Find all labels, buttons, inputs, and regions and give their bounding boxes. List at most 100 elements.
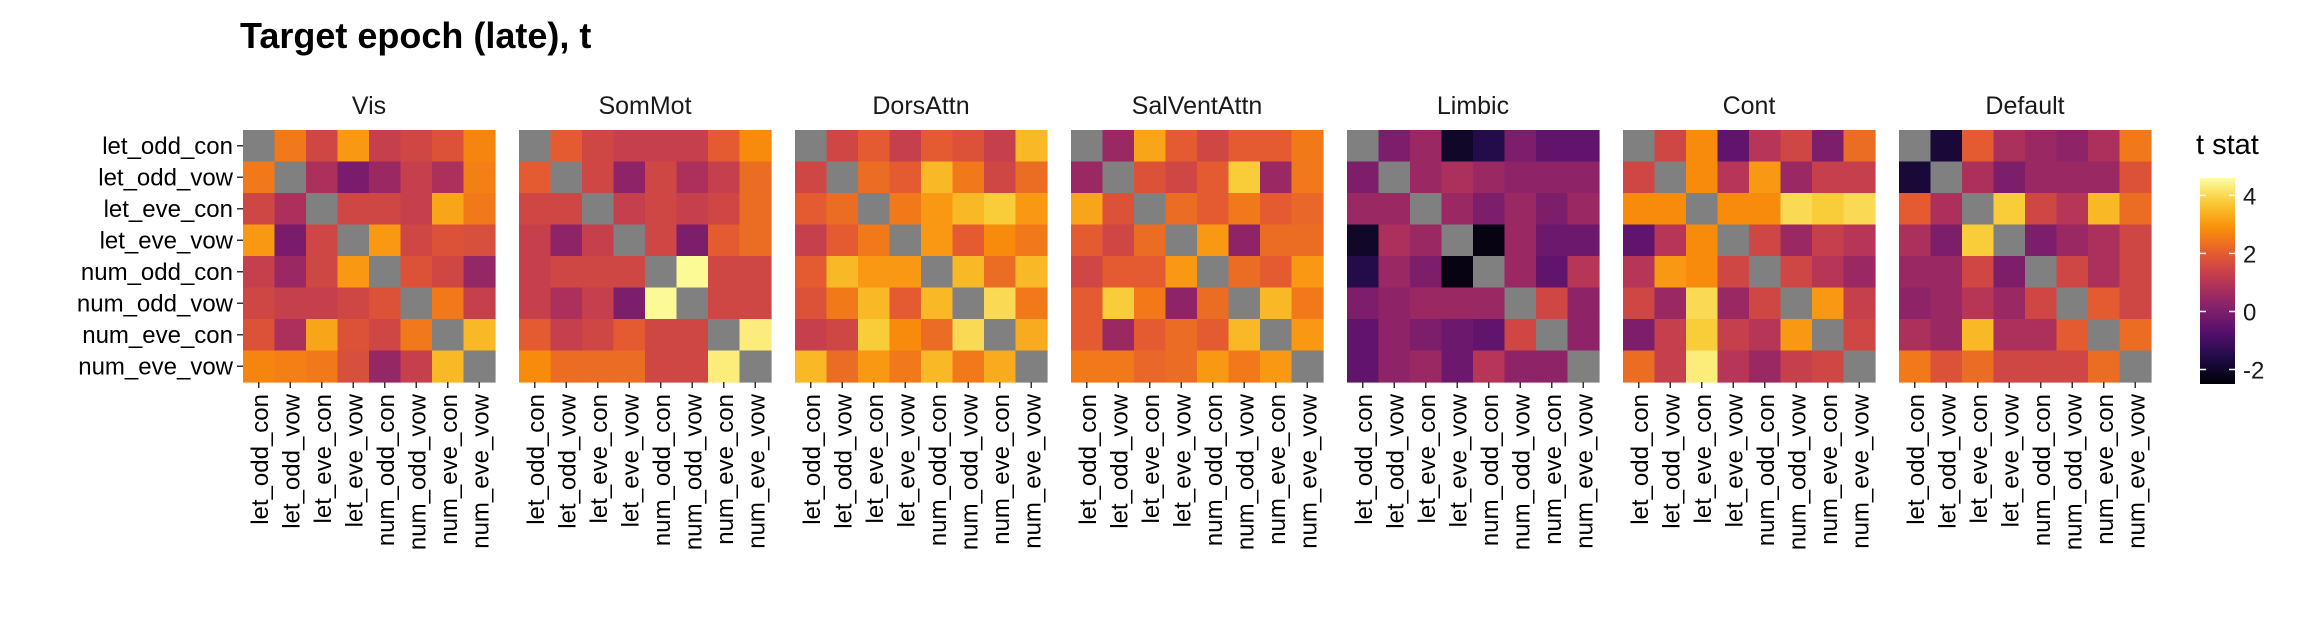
heatmap-cell bbox=[2088, 350, 2121, 383]
heatmap-cell bbox=[1812, 161, 1845, 194]
heatmap-cell bbox=[1228, 224, 1261, 257]
heatmap-cell bbox=[708, 350, 741, 383]
heatmap-cell bbox=[1410, 161, 1443, 194]
heatmap-cell bbox=[1717, 161, 1750, 194]
heatmap-cell bbox=[858, 161, 891, 194]
heatmap-cell bbox=[400, 287, 433, 320]
heatmap-cell bbox=[1749, 319, 1782, 352]
heatmap-cell bbox=[676, 161, 709, 194]
heatmap-cell bbox=[519, 287, 552, 320]
x-tick-label: let_eve_vow bbox=[1445, 393, 1472, 527]
x-tick-label: let_eve_vow bbox=[1169, 393, 1196, 527]
heatmap-cell bbox=[2088, 256, 2121, 289]
heatmap-cell bbox=[826, 287, 859, 320]
heatmap-cell bbox=[645, 161, 678, 194]
heatmap-cell bbox=[1197, 130, 1230, 163]
heatmap-cell bbox=[889, 193, 922, 226]
heatmap-cell bbox=[1567, 193, 1600, 226]
heatmap-cell bbox=[858, 224, 891, 257]
heatmap-cell bbox=[1071, 224, 1104, 257]
heatmap-cell bbox=[795, 193, 828, 226]
heatmap-cell bbox=[1228, 319, 1261, 352]
heatmap-cell bbox=[1134, 130, 1167, 163]
heatmap-cell bbox=[243, 161, 276, 194]
heatmap-cell bbox=[1441, 193, 1474, 226]
heatmap-cell bbox=[274, 193, 307, 226]
heatmap-cell bbox=[1410, 350, 1443, 383]
heatmap-cell bbox=[337, 256, 370, 289]
heatmap-cell bbox=[858, 319, 891, 352]
heatmap-cell bbox=[1812, 256, 1845, 289]
heatmap-cell bbox=[1378, 256, 1411, 289]
heatmap-cell bbox=[582, 130, 615, 163]
heatmap-cell bbox=[1654, 319, 1687, 352]
heatmap-cell bbox=[463, 193, 496, 226]
heatmap-cell bbox=[1260, 161, 1293, 194]
heatmap-cell bbox=[889, 161, 922, 194]
heatmap-cell bbox=[1134, 319, 1167, 352]
heatmap-cell bbox=[1749, 350, 1782, 383]
panel-sommot: SomMot let_odd_con let_odd_vow let_eve_con l… bbox=[519, 92, 772, 550]
heatmap-cell bbox=[921, 161, 954, 194]
heatmap-cell bbox=[921, 224, 954, 257]
heatmap-cell bbox=[1654, 130, 1687, 163]
heatmap-cell bbox=[1071, 161, 1104, 194]
heatmap-cell bbox=[2119, 256, 2152, 289]
heatmap-cell bbox=[1780, 350, 1813, 383]
heatmap-cell bbox=[739, 350, 772, 383]
heatmap-cell bbox=[645, 256, 678, 289]
heatmap-cell bbox=[1536, 350, 1569, 383]
heatmap-cell bbox=[858, 287, 891, 320]
heatmap-cell bbox=[645, 350, 678, 383]
panel-title: SalVentAttn bbox=[1132, 92, 1263, 120]
heatmap-cell bbox=[337, 193, 370, 226]
heatmap-cell bbox=[952, 193, 985, 226]
x-tick-label: let_odd_vow bbox=[830, 393, 857, 528]
y-tick-label: let_odd_vow bbox=[98, 164, 233, 191]
heatmap-cell bbox=[1134, 193, 1167, 226]
heatmap-cell bbox=[432, 350, 465, 383]
heatmap-cell bbox=[1899, 287, 1932, 320]
heatmap-cell bbox=[1843, 319, 1876, 352]
heatmap-cell bbox=[676, 350, 709, 383]
heatmap-cell bbox=[432, 161, 465, 194]
heatmap-cell bbox=[2025, 256, 2058, 289]
heatmap-cell bbox=[826, 224, 859, 257]
panel-title: Limbic bbox=[1437, 92, 1509, 120]
heatmap-cell bbox=[1347, 350, 1380, 383]
heatmap-cell bbox=[1347, 287, 1380, 320]
heatmap-cell bbox=[1291, 256, 1324, 289]
heatmap-cell bbox=[1102, 224, 1135, 257]
heatmap-cell bbox=[1504, 319, 1537, 352]
heatmap-cell bbox=[1899, 224, 1932, 257]
heatmap-cell bbox=[1228, 161, 1261, 194]
heatmap-cell bbox=[1686, 193, 1719, 226]
heatmap-cell bbox=[2025, 287, 2058, 320]
heatmap-cell bbox=[1165, 161, 1198, 194]
heatmap-cell bbox=[1347, 161, 1380, 194]
heatmap-cell bbox=[1993, 130, 2026, 163]
panel-title: Default bbox=[1985, 92, 2064, 120]
heatmap-cell bbox=[1654, 224, 1687, 257]
heatmap-cell bbox=[1962, 256, 1995, 289]
heatmap-cell bbox=[1378, 161, 1411, 194]
heatmap-cell bbox=[1717, 256, 1750, 289]
heatmap-cell bbox=[1993, 287, 2026, 320]
heatmap-cell bbox=[1812, 224, 1845, 257]
heatmap-cell bbox=[1812, 350, 1845, 383]
heatmap-cell bbox=[1071, 193, 1104, 226]
x-tick-label: let_odd_con bbox=[1351, 394, 1378, 525]
heatmap-cell bbox=[984, 350, 1017, 383]
heatmap-cell bbox=[306, 193, 339, 226]
heatmap-cell bbox=[921, 193, 954, 226]
heatmap-cell bbox=[1378, 193, 1411, 226]
heatmap-cell bbox=[1993, 256, 2026, 289]
heatmap-cell bbox=[1102, 350, 1135, 383]
heatmap-cell bbox=[1962, 287, 1995, 320]
heatmap-cell bbox=[400, 256, 433, 289]
heatmap-cell bbox=[1654, 161, 1687, 194]
heatmap-cell bbox=[858, 193, 891, 226]
heatmap-cell bbox=[337, 287, 370, 320]
heatmap-cell bbox=[1347, 224, 1380, 257]
heatmap-cell bbox=[708, 224, 741, 257]
